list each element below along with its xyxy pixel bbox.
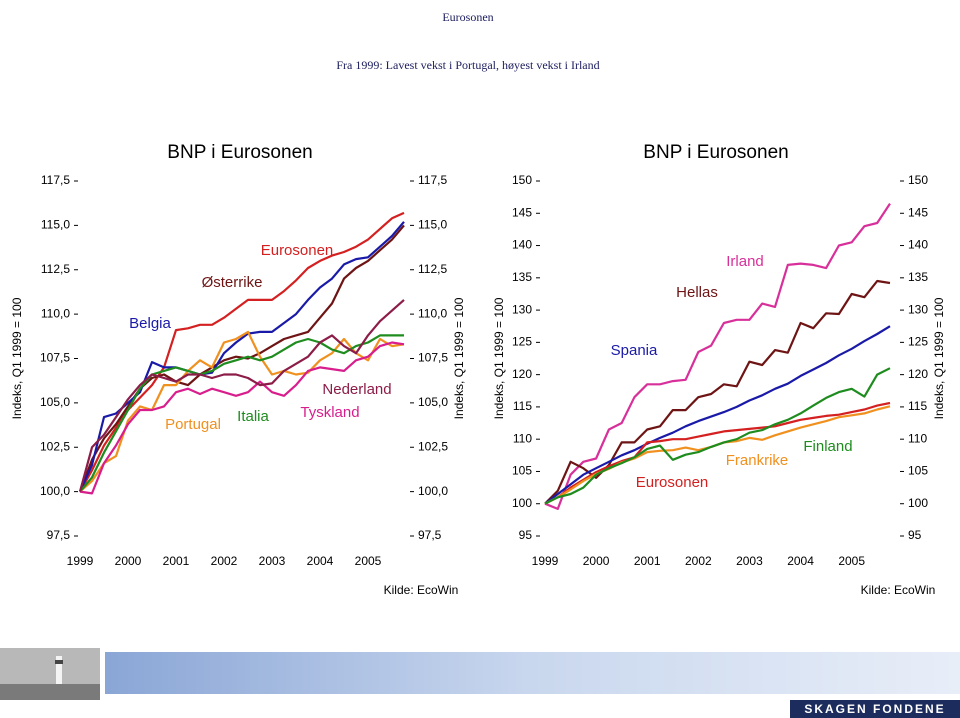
x-tick-label: 1999 (532, 554, 559, 568)
y-axis-label: Indeks, Q1 1999 = 100 (10, 297, 24, 419)
series-label: Hellas (676, 284, 718, 301)
y-tick-label: 105 (908, 464, 928, 478)
series-label: Eurosonen (636, 474, 709, 491)
series-line (79, 330, 405, 493)
chart-title: BNP i Eurosonen (167, 142, 312, 163)
series-line (79, 211, 405, 493)
x-tick-label: 2001 (634, 554, 661, 568)
y-tick-label: 100,0 (418, 484, 448, 498)
y-tick-label: 105 (512, 464, 532, 478)
y-tick-label: 115,0 (41, 218, 70, 232)
y-axis-label: Indeks, Q1 1999 = 100 (492, 297, 506, 419)
x-tick-label: 2003 (259, 554, 286, 568)
slide-subtitle: Fra 1999: Lavest vekst i Portugal, høyes… (336, 58, 599, 72)
y-tick-label: 110,0 (41, 306, 70, 320)
y-tick-label: 145 (512, 205, 532, 219)
y-tick-label: 125 (908, 335, 928, 349)
series-label: Irland (726, 253, 764, 270)
x-tick-label: 2000 (115, 554, 142, 568)
lighthouse (56, 656, 62, 684)
y-tick-label: 145 (908, 205, 928, 219)
source: Kilde: EcoWin (861, 583, 936, 597)
y-tick-label: 100,0 (40, 484, 70, 498)
y-tick-label: 130 (512, 302, 532, 316)
series-label: Finland (803, 438, 852, 455)
y-tick-label: 150 (908, 173, 928, 187)
footer: SKAGEN FONDENE (0, 648, 960, 718)
x-tick-label: 2004 (787, 554, 814, 568)
y-tick-label: 135 (908, 270, 928, 284)
y-tick-label: 110 (513, 431, 532, 445)
x-tick-label: 2005 (838, 554, 865, 568)
y-tick-label: 117,5 (41, 173, 70, 187)
y-tick-label: 135 (512, 270, 532, 284)
y-tick-label: 130 (908, 302, 928, 316)
lighthouse-band (55, 660, 63, 664)
y-tick-label: 115 (513, 399, 532, 413)
series-line (79, 341, 405, 495)
x-tick-label: 2003 (736, 554, 763, 568)
chart-title: BNP i Eurosonen (643, 142, 788, 163)
x-tick-label: 1999 (67, 554, 94, 568)
series-label: Tyskland (300, 404, 359, 421)
x-tick-label: 2001 (163, 554, 190, 568)
y-tick-label: 97,5 (418, 528, 442, 542)
x-tick-label: 2002 (685, 554, 712, 568)
y-tick-label: 110,0 (418, 306, 447, 320)
series-line (544, 325, 891, 505)
y-tick-label: 100 (908, 496, 928, 510)
y-tick-label: 140 (908, 238, 928, 252)
y-tick-label: 110 (908, 431, 927, 445)
y-tick-label: 150 (512, 173, 532, 187)
y-tick-label: 115 (908, 399, 927, 413)
source: Kilde: EcoWin (384, 583, 459, 597)
y-tick-label: 115,0 (418, 218, 447, 232)
y-axis-label: Indeks, Q1 1999 = 100 (452, 297, 466, 419)
series-label: Eurosonen (261, 242, 334, 259)
series-label: Nederland (322, 381, 391, 398)
y-tick-label: 95 (908, 528, 922, 542)
y-tick-label: 112,5 (418, 262, 447, 276)
series-label: Portugal (165, 416, 221, 433)
y-axis-label: Indeks, Q1 1999 = 100 (932, 297, 946, 419)
x-tick-label: 2004 (307, 554, 334, 568)
x-tick-label: 2000 (583, 554, 610, 568)
slide-title: Eurosonen (442, 10, 493, 24)
y-tick-label: 105,0 (40, 395, 70, 409)
photo-sea (0, 684, 100, 700)
logo: SKAGEN FONDENE (804, 702, 945, 716)
logo-box (790, 700, 960, 718)
y-tick-label: 105,0 (418, 395, 448, 409)
series-label: Belgia (129, 315, 171, 332)
y-tick-label: 112,5 (41, 262, 70, 276)
series-line (78, 299, 405, 492)
y-tick-label: 102,5 (40, 439, 70, 453)
y-tick-label: 120 (908, 367, 928, 381)
x-tick-label: 2002 (211, 554, 238, 568)
series-line (544, 401, 891, 505)
series-label: Italia (237, 408, 269, 425)
series-line (544, 202, 891, 510)
series-label: Frankrike (726, 452, 789, 469)
footer-band (105, 652, 960, 694)
y-tick-label: 140 (512, 238, 532, 252)
y-tick-label: 117,5 (418, 173, 447, 187)
series-line (544, 367, 891, 505)
series-label: Spania (611, 342, 658, 359)
y-tick-label: 102,5 (418, 439, 448, 453)
y-tick-label: 107,5 (418, 351, 448, 365)
x-tick-label: 2005 (355, 554, 382, 568)
y-tick-label: 100 (512, 496, 532, 510)
y-tick-label: 95 (519, 528, 533, 542)
y-tick-label: 97,5 (47, 528, 71, 542)
series-label: Østerrike (202, 274, 263, 291)
y-tick-label: 120 (512, 367, 532, 381)
y-tick-label: 107,5 (40, 351, 70, 365)
y-tick-label: 125 (512, 335, 532, 349)
